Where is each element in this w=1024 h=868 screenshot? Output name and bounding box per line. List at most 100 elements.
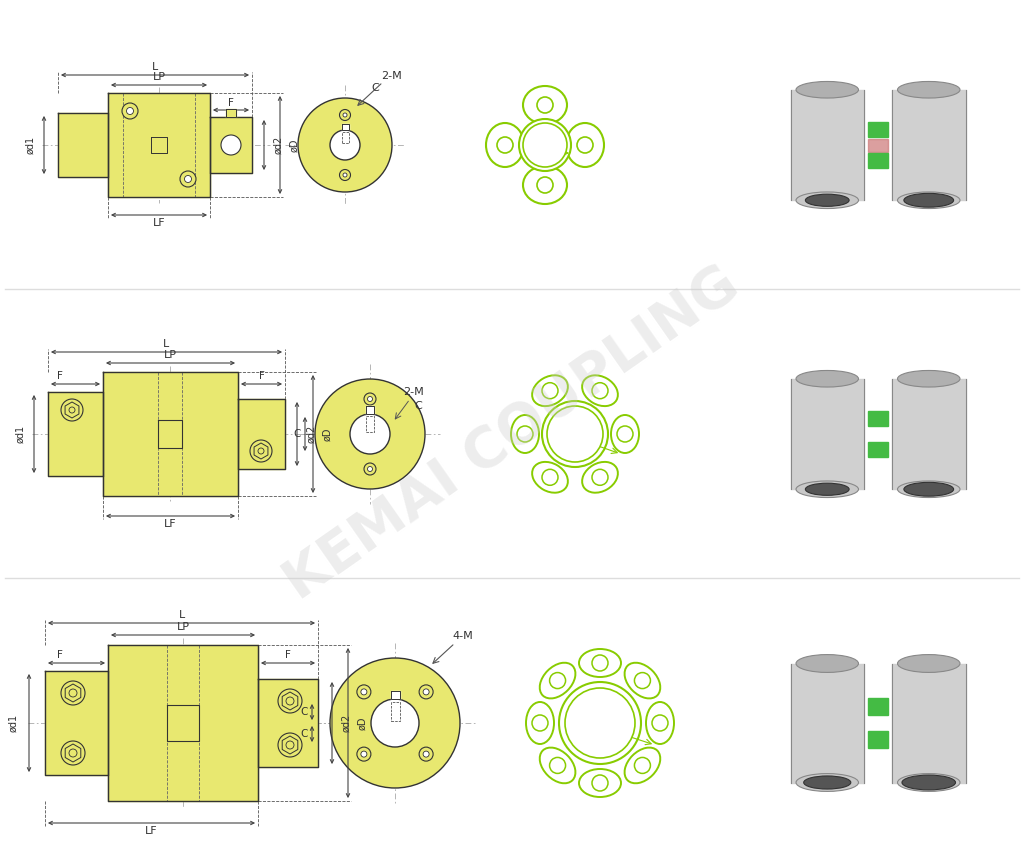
- Text: F: F: [57, 650, 62, 660]
- Circle shape: [542, 383, 558, 398]
- Circle shape: [278, 689, 302, 713]
- Circle shape: [368, 466, 373, 471]
- Text: F: F: [259, 371, 265, 381]
- Polygon shape: [66, 684, 81, 702]
- Ellipse shape: [796, 654, 858, 673]
- Circle shape: [550, 673, 565, 688]
- Polygon shape: [341, 124, 348, 130]
- Circle shape: [250, 440, 272, 462]
- Text: ød2: ød2: [306, 424, 316, 444]
- Circle shape: [537, 97, 553, 113]
- Polygon shape: [868, 732, 888, 748]
- Circle shape: [364, 393, 376, 405]
- Polygon shape: [48, 392, 103, 476]
- Text: F: F: [285, 650, 291, 660]
- Text: ød1: ød1: [8, 714, 18, 732]
- Text: LF: LF: [153, 218, 165, 228]
- Text: C: C: [293, 429, 301, 439]
- Text: Ød3: Ød3: [589, 722, 614, 735]
- Ellipse shape: [805, 483, 849, 496]
- Text: øD: øD: [289, 138, 299, 152]
- Text: F: F: [228, 98, 233, 108]
- Circle shape: [61, 681, 85, 705]
- Circle shape: [577, 137, 593, 153]
- Ellipse shape: [579, 649, 621, 677]
- Ellipse shape: [582, 462, 617, 493]
- Ellipse shape: [897, 773, 959, 792]
- Circle shape: [340, 169, 350, 181]
- Ellipse shape: [805, 194, 849, 207]
- Polygon shape: [868, 122, 888, 137]
- Text: 2-M: 2-M: [403, 387, 424, 397]
- Circle shape: [368, 397, 373, 402]
- Polygon shape: [108, 93, 210, 197]
- Polygon shape: [210, 117, 252, 173]
- Circle shape: [69, 749, 77, 757]
- Text: L: L: [164, 339, 170, 349]
- Text: LF: LF: [145, 826, 158, 836]
- Circle shape: [330, 658, 460, 788]
- Circle shape: [652, 715, 668, 731]
- Text: Ød3: Ød3: [564, 432, 590, 445]
- Circle shape: [286, 697, 294, 705]
- Circle shape: [122, 103, 138, 119]
- Ellipse shape: [796, 773, 858, 792]
- Circle shape: [350, 414, 390, 454]
- Polygon shape: [258, 679, 318, 767]
- Circle shape: [278, 733, 302, 757]
- Polygon shape: [103, 372, 238, 496]
- Text: C: C: [371, 83, 379, 93]
- Text: ød1: ød1: [15, 425, 25, 443]
- Circle shape: [519, 119, 571, 171]
- Circle shape: [517, 426, 534, 442]
- Text: Ød3: Ød3: [531, 148, 554, 158]
- Polygon shape: [868, 153, 888, 168]
- Ellipse shape: [897, 371, 959, 387]
- Polygon shape: [868, 411, 888, 426]
- Ellipse shape: [611, 415, 639, 453]
- Circle shape: [419, 747, 433, 761]
- Ellipse shape: [796, 82, 858, 98]
- Ellipse shape: [897, 192, 959, 208]
- Ellipse shape: [625, 663, 660, 699]
- Polygon shape: [226, 109, 236, 117]
- Polygon shape: [892, 378, 966, 490]
- Circle shape: [537, 177, 553, 193]
- Circle shape: [360, 689, 367, 695]
- Circle shape: [532, 715, 548, 731]
- Circle shape: [61, 399, 83, 421]
- Ellipse shape: [566, 123, 604, 167]
- Circle shape: [617, 426, 633, 442]
- Circle shape: [419, 685, 433, 699]
- Ellipse shape: [532, 462, 568, 493]
- Polygon shape: [791, 89, 864, 201]
- Circle shape: [547, 406, 603, 462]
- Polygon shape: [868, 442, 888, 457]
- Circle shape: [357, 747, 371, 761]
- Polygon shape: [366, 406, 374, 414]
- Circle shape: [298, 98, 392, 192]
- Circle shape: [423, 751, 429, 757]
- Ellipse shape: [804, 776, 851, 789]
- Ellipse shape: [526, 702, 554, 744]
- Text: F: F: [57, 371, 62, 381]
- Circle shape: [423, 689, 429, 695]
- Text: L: L: [152, 62, 158, 72]
- Ellipse shape: [532, 375, 568, 406]
- Ellipse shape: [540, 747, 575, 783]
- Circle shape: [180, 171, 196, 187]
- Polygon shape: [45, 671, 108, 775]
- Text: L: L: [178, 610, 184, 620]
- Polygon shape: [108, 645, 258, 801]
- Ellipse shape: [486, 123, 524, 167]
- Polygon shape: [892, 663, 966, 782]
- Circle shape: [61, 741, 85, 765]
- Polygon shape: [791, 378, 864, 490]
- Circle shape: [523, 123, 567, 167]
- Circle shape: [592, 470, 608, 485]
- Circle shape: [184, 175, 191, 182]
- Polygon shape: [791, 663, 864, 782]
- Circle shape: [315, 379, 425, 489]
- Circle shape: [542, 401, 608, 467]
- Circle shape: [592, 775, 608, 791]
